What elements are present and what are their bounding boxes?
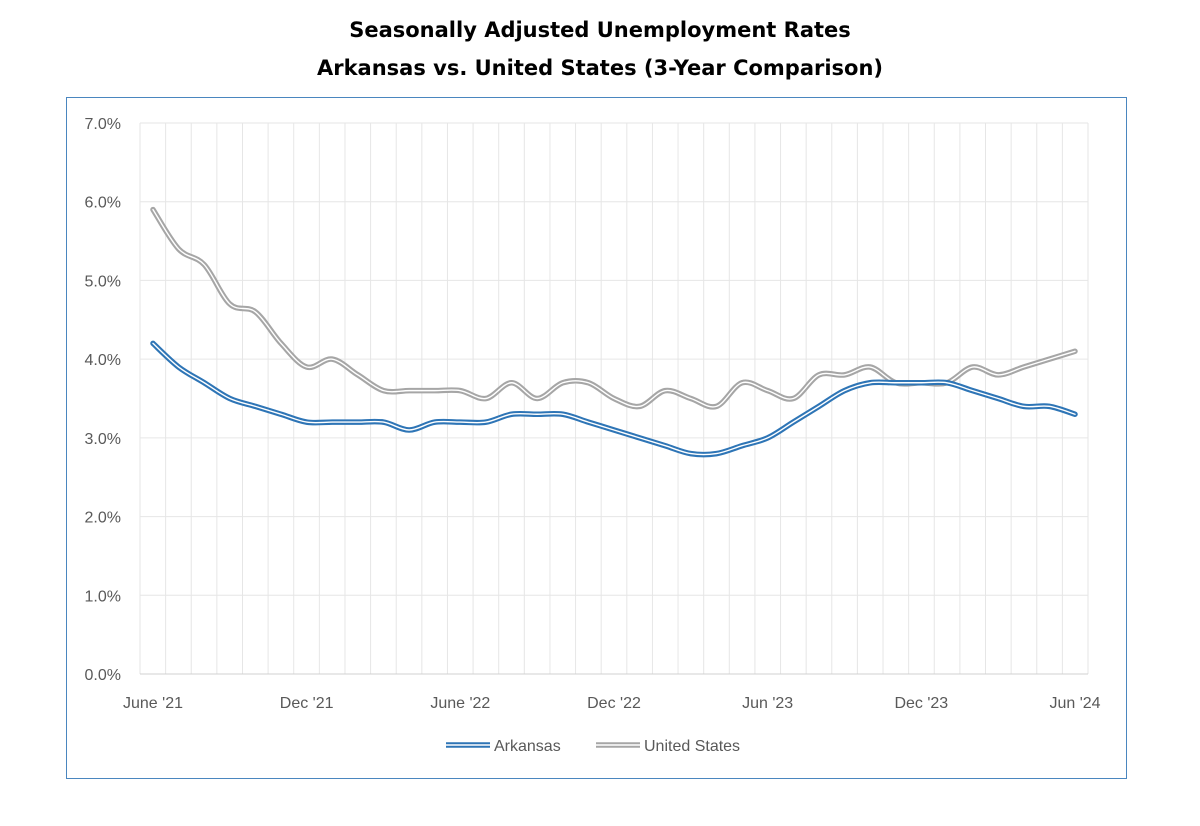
y-tick-label: 7.0% — [85, 116, 121, 133]
y-tick-label: 0.0% — [85, 667, 121, 684]
y-tick-label: 4.0% — [85, 352, 121, 369]
series-line-highlight-united-states — [152, 208, 1076, 408]
x-tick-label: Jun '24 — [1049, 695, 1100, 712]
y-axis-ticks: 0.0% 1.0% 2.0% 3.0% 4.0% 5.0% 6.0% 7.0% — [85, 116, 121, 684]
x-tick-label: Jun '23 — [742, 695, 793, 712]
legend-label: United States — [644, 738, 740, 755]
legend-item-united-states: United States — [596, 738, 740, 755]
legend: Arkansas United States — [446, 738, 740, 755]
series-arkansas — [150, 340, 1078, 458]
x-tick-label: Dec '22 — [587, 695, 641, 712]
x-tick-label: June '22 — [430, 695, 490, 712]
x-tick-label: June '21 — [123, 695, 183, 712]
x-tick-label: Dec '21 — [280, 695, 334, 712]
y-tick-label: 5.0% — [85, 273, 121, 290]
gridlines — [139, 122, 1089, 675]
chart-frame — [66, 97, 1127, 779]
y-tick-label: 6.0% — [85, 195, 121, 212]
x-tick-label: Dec '23 — [894, 695, 948, 712]
legend-item-arkansas: Arkansas — [446, 738, 561, 755]
chart-subtitle: Arkansas vs. United States (3-Year Compa… — [316, 56, 884, 80]
y-tick-label: 2.0% — [85, 510, 121, 527]
series-united-states — [150, 206, 1078, 410]
series-line-united-states — [150, 206, 1078, 410]
chart-title: Seasonally Adjusted Unemployment Rates — [349, 18, 851, 42]
y-tick-label: 3.0% — [85, 431, 121, 448]
legend-label: Arkansas — [494, 738, 561, 755]
y-tick-label: 1.0% — [85, 588, 121, 605]
x-axis-ticks: June '21 Dec '21 June '22 Dec '22 Jun '23 Dec… — [123, 695, 1101, 712]
series-line-highlight-arkansas — [152, 342, 1076, 456]
series-lines — [150, 206, 1078, 458]
